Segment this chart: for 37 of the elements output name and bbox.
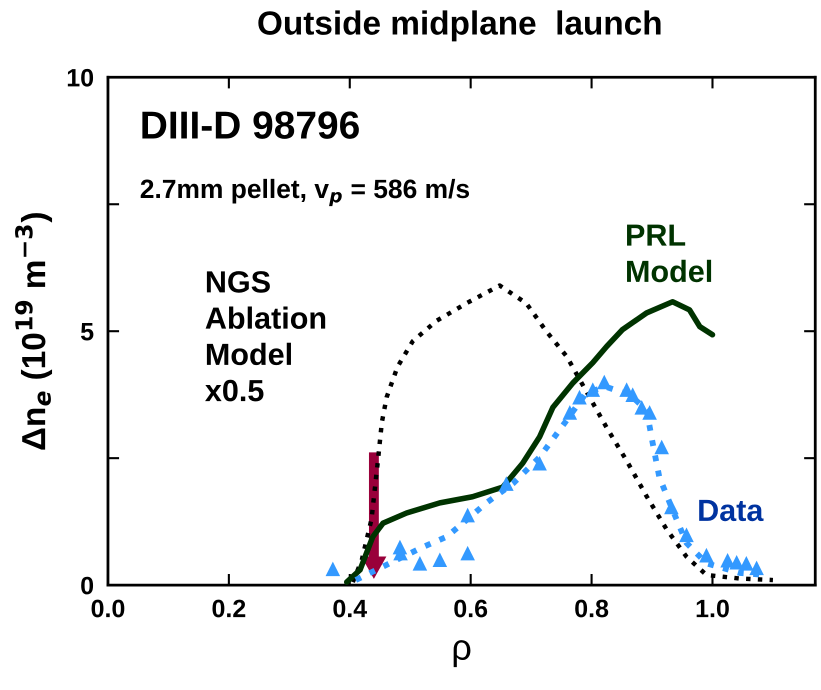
point xyxy=(739,556,754,571)
point xyxy=(499,476,514,491)
x-tick-label: 1.0 xyxy=(696,600,729,618)
point xyxy=(586,382,600,397)
x-tick-label: 0.8 xyxy=(575,600,608,618)
annotation: DIII-D 98796 xyxy=(142,111,359,139)
point xyxy=(720,552,735,568)
y-tick-label: 5 xyxy=(80,323,94,341)
series-label: PRL Model xyxy=(627,224,712,282)
point xyxy=(562,405,578,420)
point xyxy=(432,552,448,568)
point xyxy=(664,500,679,514)
point xyxy=(749,560,764,576)
x-tick-label: 0.6 xyxy=(454,600,488,618)
point xyxy=(654,440,669,454)
point xyxy=(326,562,340,576)
point xyxy=(679,528,694,542)
point xyxy=(699,548,714,562)
series-label: Data xyxy=(699,500,764,522)
point xyxy=(729,554,744,570)
point xyxy=(460,546,475,560)
x-axis-title: ρ xyxy=(454,640,470,668)
point xyxy=(532,456,547,471)
point xyxy=(460,508,475,522)
x-tick-label: 0.4 xyxy=(333,600,368,618)
x-tick-label: 0.0 xyxy=(92,600,124,618)
x-tick-label: 0.2 xyxy=(212,600,246,618)
chart-title: Outside midplane launch xyxy=(258,10,661,42)
y-tick-label: 10 xyxy=(68,68,94,87)
series-label: NGS Ablation Model x0.5 xyxy=(205,271,326,402)
point xyxy=(572,390,587,405)
y-axis-title: Δn$_{e}$ (10$^{19}$ m$^{−3}$) xyxy=(15,213,52,450)
point xyxy=(412,556,428,571)
point xyxy=(642,405,657,420)
point xyxy=(625,387,640,402)
y-tick-label: 0 xyxy=(81,576,94,594)
annotation: 2.7mm pellet, v$_{p}$ = 586 m/s xyxy=(140,178,470,206)
